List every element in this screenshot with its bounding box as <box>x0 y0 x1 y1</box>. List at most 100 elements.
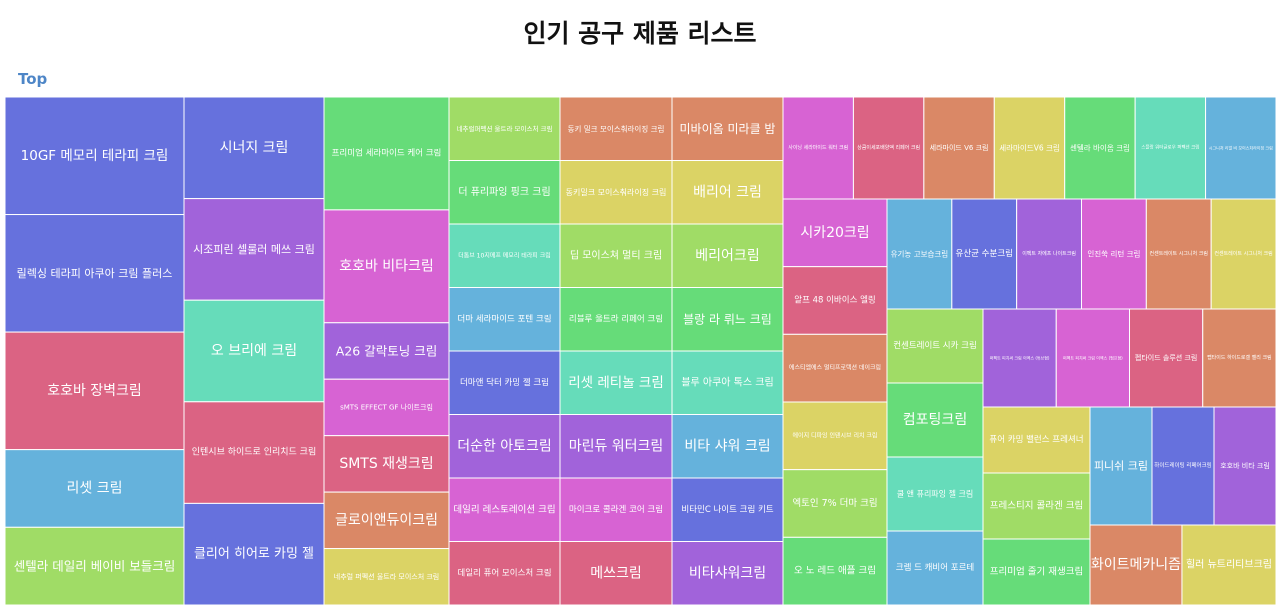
treemap-rect[interactable] <box>782 536 888 606</box>
treemap-cell[interactable]: 프레스티지 콜라겐 크림 <box>982 472 1091 540</box>
treemap-rect[interactable] <box>183 299 325 403</box>
treemap-cell[interactable]: 컨센트레이트 시카 크림 <box>886 308 984 384</box>
treemap-cell[interactable]: 메쓰크림 <box>559 541 673 606</box>
treemap-cell[interactable]: 호호바 비타 크림 <box>1213 406 1277 526</box>
treemap-rect[interactable] <box>982 472 1091 540</box>
treemap-cell[interactable]: 이펙트 자에프 나이트크림 <box>1016 198 1083 310</box>
treemap-rect[interactable] <box>559 541 673 606</box>
treemap-cell[interactable]: 네추럴 퍼펙션 울트라 모이스처 크림 <box>323 548 450 606</box>
treemap-cell[interactable]: 크렘 드 캐비어 포르테 <box>886 530 984 606</box>
treemap-rect[interactable] <box>183 401 325 504</box>
treemap-cell[interactable]: 더순한 아토크림 <box>448 414 561 479</box>
treemap-cell[interactable]: 10GF 메모리 테라피 크림 <box>4 96 185 216</box>
treemap-rect[interactable] <box>448 160 561 225</box>
treemap-rect[interactable] <box>559 414 673 479</box>
treemap-rect[interactable] <box>183 96 325 200</box>
treemap-cell[interactable]: 마이크로 콜라겐 코어 크림 <box>559 477 673 542</box>
treemap-rect[interactable] <box>782 333 888 403</box>
treemap-rect[interactable] <box>323 322 450 380</box>
treemap-cell[interactable]: 퓨어 카밍 밸런스 프레셔너 <box>982 406 1091 474</box>
treemap-rect[interactable] <box>671 350 784 415</box>
treemap-cell[interactable]: 하이드레이팅 리페어크림 <box>1151 406 1215 526</box>
treemap-rect[interactable] <box>559 160 673 225</box>
treemap-cell[interactable]: 비타민C 나이트 크림 키트 <box>671 477 784 542</box>
treemap-cell[interactable]: 딥 모이스쳐 멀티 크림 <box>559 223 673 288</box>
treemap-cell[interactable]: 컴포팅크림 <box>886 382 984 458</box>
treemap-cell[interactable]: 쿨 앤 퓨리파잉 젤 크림 <box>886 456 984 532</box>
treemap-cell[interactable]: 오 노 레드 애플 크림 <box>782 536 888 606</box>
treemap-cell[interactable]: 동키 밀크 모이스춰라이징 크림 <box>559 96 673 161</box>
treemap-rect[interactable] <box>448 350 561 415</box>
treemap-rect[interactable] <box>183 198 325 301</box>
treemap-cell[interactable]: A26 갈락토닝 크림 <box>323 322 450 380</box>
treemap-rect[interactable] <box>951 198 1018 310</box>
treemap-cell[interactable]: 인텐시브 하이드로 인리치드 크림 <box>183 401 325 504</box>
treemap-rect[interactable] <box>982 308 1057 408</box>
treemap-rect[interactable] <box>448 414 561 479</box>
treemap-rect[interactable] <box>1089 524 1183 606</box>
treemap-cell[interactable]: 데일리 퓨어 모이스처 크림 <box>448 541 561 606</box>
treemap-cell[interactable]: 리블루 울트라 리페어 크림 <box>559 287 673 352</box>
treemap-cell[interactable]: 데일리 레스토레이션 크림 <box>448 477 561 542</box>
treemap-cell[interactable]: 마린듀 워터크림 <box>559 414 673 479</box>
treemap-rect[interactable] <box>559 223 673 288</box>
treemap-cell[interactable]: 스플랑 워터글로우 퍼펙션 크림 <box>1134 96 1207 200</box>
treemap-cell[interactable]: 퍼펙트 피치써 크림 이엑스 (펌프형) <box>1055 308 1130 408</box>
treemap-rect[interactable] <box>782 469 888 538</box>
treemap-rect[interactable] <box>4 526 185 606</box>
treemap-cell[interactable]: 비타 샤워 크림 <box>671 414 784 479</box>
treemap-rect[interactable] <box>448 287 561 352</box>
treemap-cell[interactable]: sMTS EFFECT GF 나이트크림 <box>323 378 450 437</box>
treemap-rect[interactable] <box>923 96 995 200</box>
treemap-rect[interactable] <box>448 223 561 288</box>
treemap-cell[interactable]: 네추럴퍼펙션 울트라 모이스처 크림 <box>448 96 561 161</box>
treemap-rect[interactable] <box>448 541 561 606</box>
treemap-cell[interactable]: 배리어 크림 <box>671 160 784 225</box>
treemap-rect[interactable] <box>4 214 185 333</box>
treemap-rect[interactable] <box>323 378 450 437</box>
treemap-cell[interactable]: 블루 아쿠아 톡스 크림 <box>671 350 784 415</box>
treemap-rect[interactable] <box>993 96 1066 200</box>
treemap-cell[interactable]: 호호바 장벽크림 <box>4 331 185 451</box>
treemap-rect[interactable] <box>782 198 888 268</box>
treemap-cell[interactable]: 화이트메카니즘 <box>1089 524 1183 606</box>
treemap-rect[interactable] <box>1016 198 1083 310</box>
treemap-rect[interactable] <box>1202 308 1277 408</box>
treemap-rect[interactable] <box>1181 524 1277 606</box>
treemap-rect[interactable] <box>671 223 784 288</box>
treemap-rect[interactable] <box>1134 96 1207 200</box>
treemap-rect[interactable] <box>1145 198 1212 310</box>
treemap-cell[interactable]: 비타샤워크림 <box>671 541 784 606</box>
treemap-cell[interactable]: 펩타이드 하이드로겔 젤리 크림 <box>1202 308 1277 408</box>
treemap-cell[interactable]: 동키밀크 모이스춰라이징 크림 <box>559 160 673 225</box>
treemap-rect[interactable] <box>671 287 784 352</box>
treemap-cell[interactable]: 호호바 비타크림 <box>323 209 450 324</box>
treemap-cell[interactable]: 릴렉싱 테라피 아쿠아 크림 플러스 <box>4 214 185 333</box>
treemap-cell[interactable]: 프리미엄 줄기 재생크림 <box>982 538 1091 606</box>
treemap-rect[interactable] <box>4 331 185 451</box>
treemap-rect[interactable] <box>183 502 325 606</box>
treemap-rect[interactable] <box>671 477 784 542</box>
treemap-cell[interactable]: 더 퓨리파잉 핑크 크림 <box>448 160 561 225</box>
treemap-rect[interactable] <box>1210 198 1277 310</box>
treemap-rect[interactable] <box>886 456 984 532</box>
treemap-cell[interactable]: 펩타이드 솔루션 크림 <box>1129 308 1204 408</box>
treemap-cell[interactable]: 엑토인 7% 더마 크림 <box>782 469 888 538</box>
treemap-cell[interactable]: 블랑 라 뤼느 크림 <box>671 287 784 352</box>
treemap-rect[interactable] <box>886 382 984 458</box>
treemap-rect[interactable] <box>671 160 784 225</box>
treemap-cell[interactable]: 세라마이드V6 크림 <box>993 96 1066 200</box>
treemap-cell[interactable]: 시카20크림 <box>782 198 888 268</box>
treemap-rect[interactable] <box>323 548 450 606</box>
treemap-cell[interactable]: 베리어크림 <box>671 223 784 288</box>
treemap-rect[interactable] <box>1205 96 1277 200</box>
treemap-rect[interactable] <box>782 266 888 335</box>
treemap-cell[interactable]: 센텔라 바이옴 크림 <box>1064 96 1136 200</box>
treemap-cell[interactable]: 알프 48 이바이스 엘링 <box>782 266 888 335</box>
treemap-cell[interactable]: 시그니처 리얼 비 모이스처라이징 크림 <box>1205 96 1277 200</box>
treemap-cell[interactable]: 시너지 크림 <box>183 96 325 200</box>
treemap-cell[interactable]: 프리미엄 세라마이드 케어 크림 <box>323 96 450 211</box>
treemap-rect[interactable] <box>559 477 673 542</box>
treemap-rect[interactable] <box>1151 406 1215 526</box>
breadcrumb-top[interactable]: Top <box>18 70 48 88</box>
